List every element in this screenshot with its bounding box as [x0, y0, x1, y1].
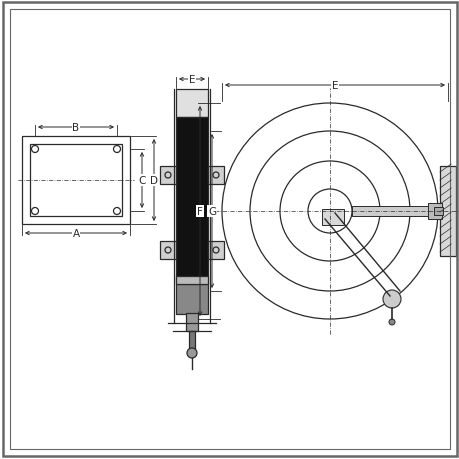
- Text: G: G: [207, 207, 216, 217]
- Circle shape: [187, 348, 196, 358]
- Text: D: D: [150, 176, 157, 185]
- Bar: [189, 331, 195, 349]
- Bar: [176, 90, 207, 118]
- Bar: [433, 207, 442, 216]
- Circle shape: [382, 291, 400, 308]
- Bar: [160, 241, 176, 259]
- Text: E: E: [331, 81, 337, 91]
- Bar: [160, 167, 176, 185]
- Bar: [185, 313, 197, 331]
- Circle shape: [388, 319, 394, 325]
- Text: C: C: [138, 176, 146, 185]
- Bar: [22, 137, 130, 224]
- Text: B: B: [72, 123, 79, 133]
- Text: F: F: [196, 207, 202, 217]
- Text: E: E: [188, 75, 195, 85]
- Text: A: A: [72, 229, 79, 239]
- Bar: [176, 276, 207, 285]
- Bar: [351, 207, 439, 217]
- Bar: [176, 118, 207, 285]
- Bar: [176, 285, 207, 314]
- Bar: [30, 145, 122, 217]
- Bar: [207, 241, 224, 259]
- Bar: [439, 167, 455, 257]
- Bar: [321, 210, 343, 225]
- Bar: [427, 203, 441, 219]
- Bar: [207, 167, 224, 185]
